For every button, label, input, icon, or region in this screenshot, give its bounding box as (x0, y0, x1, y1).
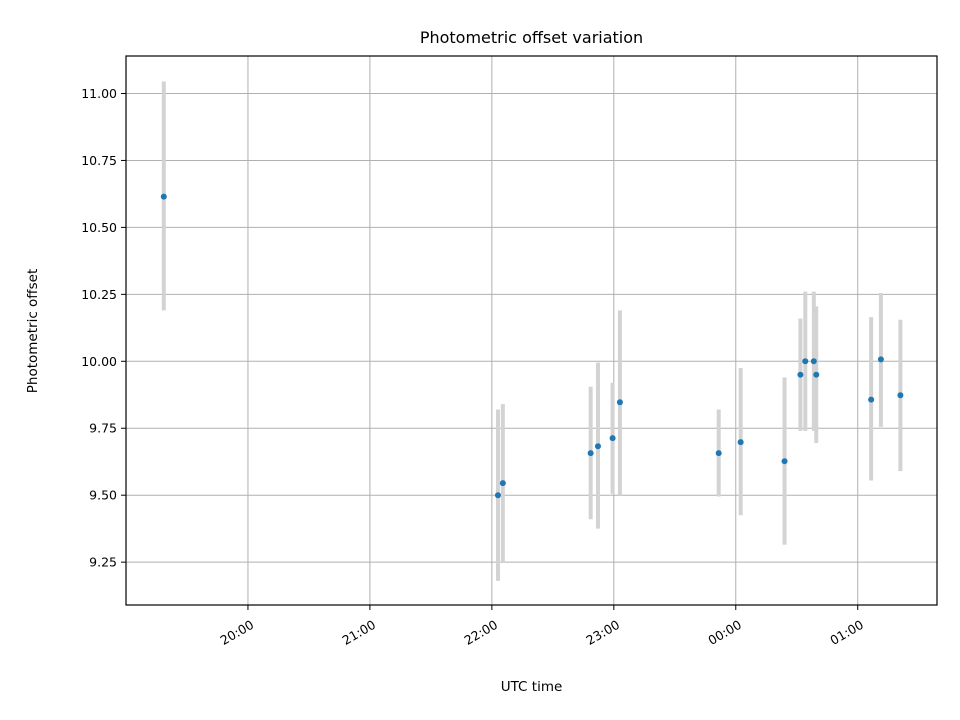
data-point (877, 356, 884, 363)
y-tick-label: 9.75 (89, 421, 117, 436)
data-point (494, 492, 501, 499)
data-point (897, 392, 904, 399)
data-point (810, 358, 817, 365)
data-point (802, 358, 809, 365)
data-point (715, 450, 722, 457)
error-bars (161, 81, 903, 581)
data-point (160, 193, 167, 200)
y-tick-label: 10.00 (81, 354, 117, 369)
y-axis-ticks: 9.25 9.50 9.75 10.00 10.25 10.50 10.75 11.00 (81, 86, 126, 570)
data-point (781, 458, 788, 465)
data-point (587, 450, 594, 457)
data-point (868, 396, 875, 403)
data-points (160, 193, 904, 499)
y-axis-label: Photometric offset (25, 269, 41, 393)
data-point (609, 435, 616, 442)
plot-frame (125, 55, 938, 606)
y-tick-label: 11.00 (81, 86, 117, 101)
x-axis-label: UTC time (501, 679, 563, 695)
y-tick-label: 10.50 (81, 220, 117, 235)
x-tick-label: 21:00 (340, 617, 379, 648)
y-tick-label: 9.25 (89, 555, 117, 570)
y-tick-label: 9.50 (89, 488, 117, 503)
y-tick-label: 10.75 (81, 153, 117, 168)
data-point (499, 480, 506, 487)
x-tick-label: 22:00 (461, 617, 500, 648)
data-point (737, 439, 744, 446)
data-point (797, 371, 804, 378)
x-tick-label: 23:00 (583, 617, 622, 648)
x-tick-label: 20:00 (218, 617, 257, 648)
data-point (594, 443, 601, 450)
x-axis-ticks: 20:00 21:00 22:00 23:00 00:00 01:00 (218, 605, 866, 648)
x-tick-label: 00:00 (705, 617, 744, 648)
data-point (616, 399, 623, 406)
data-point (813, 371, 820, 378)
grid-lines (126, 56, 937, 605)
chart-title: Photometric offset variation (420, 28, 643, 47)
x-tick-label: 01:00 (827, 617, 866, 648)
y-tick-label: 10.25 (81, 287, 117, 302)
